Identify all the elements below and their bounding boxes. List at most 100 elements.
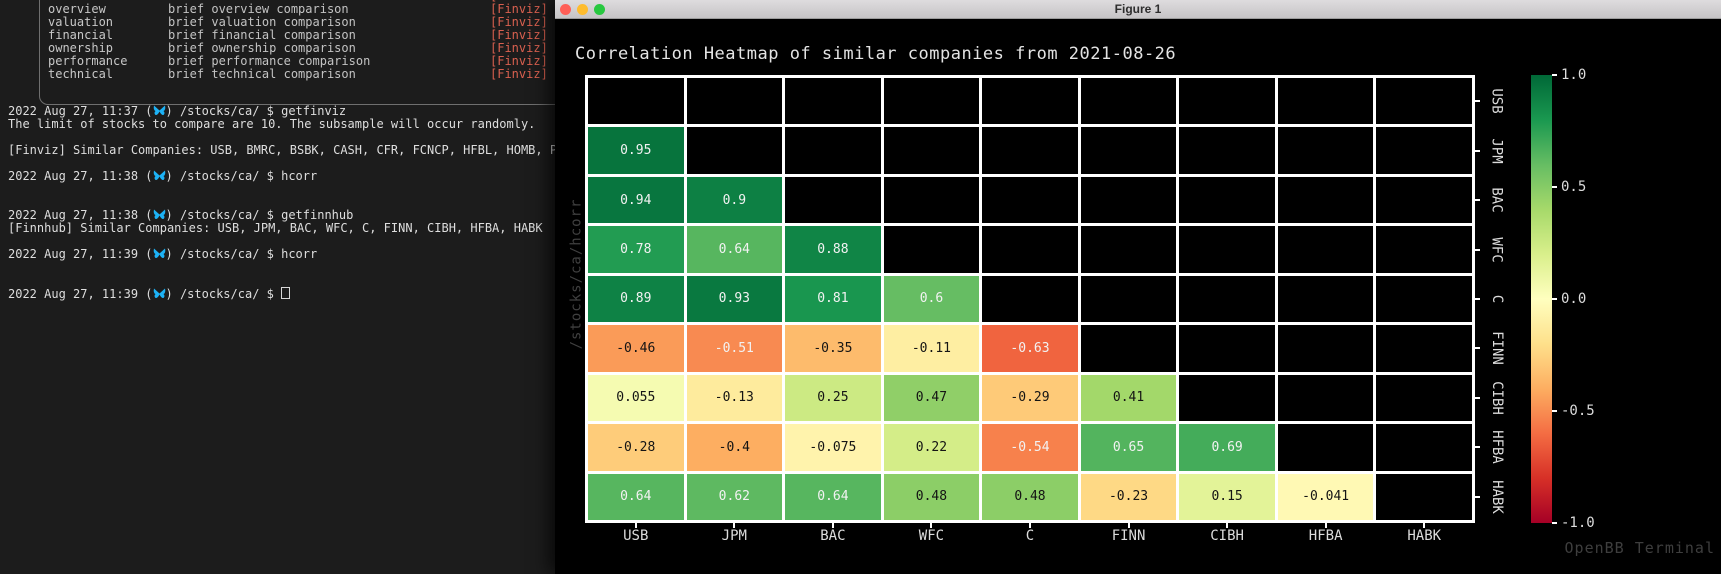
heatmap-cell: 0.69 <box>1179 424 1275 471</box>
y-axis-tick <box>1475 248 1480 251</box>
heatmap-cell: 0.22 <box>883 424 980 471</box>
y-axis-label: USB <box>1484 78 1510 124</box>
y-axis-label: JPM <box>1484 128 1510 174</box>
heatmap-masked-cell <box>1277 176 1374 224</box>
menu-command[interactable]: ownership <box>48 41 114 55</box>
prompt-time: 2022 Aug 27, 11:38 ( <box>8 169 153 183</box>
heatmap-cell: 0.65 <box>1080 424 1177 471</box>
terminal-cursor[interactable] <box>281 287 291 299</box>
heatmap-masked-cell <box>1080 275 1177 323</box>
x-axis-tick <box>831 523 834 528</box>
heatmap-cell: -0.46 <box>588 325 684 372</box>
colorbar-tick <box>1552 74 1557 76</box>
y-axis-tick <box>1475 396 1480 399</box>
watermark-command-path: /stocks/ca/hcorr <box>568 198 585 350</box>
menu-row: valuation brief valuation comparison [Finv… <box>0 16 555 29</box>
heatmap-masked-cell <box>883 176 980 224</box>
y-axis-label-text: HFBA <box>1489 430 1505 465</box>
x-axis-label: BAC <box>820 528 846 544</box>
menu-command[interactable]: technical <box>48 67 114 81</box>
heatmap-cell: 0.9 <box>686 176 783 224</box>
window-title: Figure 1 <box>1114 2 1162 16</box>
watermark-openbb: OpenBB Terminal <box>1564 539 1715 557</box>
openbb-butterfly-icon <box>153 288 165 299</box>
x-axis-tick <box>733 523 736 528</box>
menu-source: [Finviz] <box>490 41 548 55</box>
heatmap-cell: 0.64 <box>588 473 684 520</box>
y-axis-label-text: HABK <box>1489 479 1505 514</box>
y-axis-tick <box>1475 495 1480 498</box>
heatmap-masked-cell <box>1179 127 1275 174</box>
colorbar-tick <box>1552 522 1557 524</box>
heatmap-cell: 0.64 <box>686 226 783 273</box>
close-window-button[interactable] <box>560 4 571 15</box>
zoom-window-button[interactable] <box>594 4 605 15</box>
x-axis-tick <box>634 523 637 528</box>
colorbar-tick <box>1552 410 1557 412</box>
menu-source: [Finviz] <box>490 2 548 16</box>
heatmap-cell: 0.48 <box>982 473 1078 520</box>
x-axis-label: HABK <box>1407 528 1442 544</box>
prompt-line: 2022 Aug 27, 11:37 ( ) /stocks/ca/ $ getf… <box>8 105 555 118</box>
menu-command[interactable]: valuation <box>48 15 114 29</box>
heatmap-cell: 0.62 <box>686 473 783 520</box>
window-titlebar[interactable]: Figure 1 <box>555 0 1721 19</box>
y-axis-tick <box>1475 100 1480 103</box>
heatmap-cell: 0.25 <box>785 374 881 422</box>
blank-line <box>8 274 555 287</box>
heatmap-cell: -0.54 <box>982 424 1078 471</box>
minimize-window-button[interactable] <box>577 4 588 15</box>
y-axis-tick <box>1475 298 1480 300</box>
heatmap-cell: 0.15 <box>1179 473 1275 520</box>
openbb-butterfly-icon <box>153 170 165 181</box>
y-axis-label-text: BAC <box>1488 187 1505 213</box>
colorbar-tick <box>1552 298 1557 300</box>
openbb-butterfly-icon <box>153 248 165 259</box>
heatmap-cell: 0.94 <box>588 176 684 224</box>
output-line: [Finviz] Similar Companies: USB, BMRC, B… <box>8 143 555 157</box>
heatmap-masked-cell <box>982 176 1078 224</box>
menu-command[interactable]: financial <box>48 28 114 42</box>
heatmap-cell: -0.11 <box>883 325 980 372</box>
heatmap-masked-cell <box>1376 374 1472 422</box>
prompt-path-and-command: ) /stocks/ca/ $ <box>165 287 282 301</box>
y-axis-label-text: WFC <box>1488 236 1505 263</box>
openbb-terminal-pane: scorrsentiment correlation[FinBrain]over… <box>0 0 555 574</box>
heatmap-cell: 0.93 <box>686 275 783 323</box>
heatmap-masked-cell <box>1179 78 1275 125</box>
blank-line <box>8 183 555 196</box>
menu-description: brief technical comparison <box>168 67 356 81</box>
x-axis-tick <box>1324 523 1327 528</box>
heatmap-masked-cell <box>1277 78 1374 125</box>
x-axis-label: JPM <box>721 528 747 544</box>
heatmap-cell: 0.6 <box>883 275 980 323</box>
heatmap-cell: -0.041 <box>1277 473 1374 520</box>
menu-command[interactable]: scorr <box>48 0 84 3</box>
colorbar-tick-label: -1.0 <box>1561 515 1595 531</box>
menu-command[interactable]: overview <box>48 2 106 16</box>
terminal-lines[interactable]: 2022 Aug 27, 11:37 ( ) /stocks/ca/ $ getf… <box>8 105 555 301</box>
y-axis-tick <box>1475 446 1480 449</box>
heatmap-masked-cell <box>1376 325 1472 372</box>
heatmap-masked-cell <box>883 78 980 125</box>
menu-row: ownership brief ownership comparison [Finv… <box>0 42 555 55</box>
y-axis-label: C <box>1484 276 1510 322</box>
colorbar-tick-label: 0.0 <box>1561 291 1587 307</box>
x-axis-label: FINN <box>1111 528 1146 544</box>
colorbar-tick-label: -0.5 <box>1561 403 1595 419</box>
heatmap-cell: 0.48 <box>883 473 980 520</box>
openbb-butterfly-icon <box>153 105 165 116</box>
heatmap-cell: -0.075 <box>785 424 881 471</box>
heatmap-masked-cell <box>785 127 881 174</box>
heatmap-masked-cell <box>1179 325 1275 372</box>
prompt-time: 2022 Aug 27, 11:39 ( <box>8 287 153 301</box>
prompt-path-and-command: ) /stocks/ca/ $ getfinviz <box>165 104 347 118</box>
heatmap-masked-cell <box>1277 127 1374 174</box>
heatmap-masked-cell <box>1376 473 1472 520</box>
heatmap-masked-cell <box>982 78 1078 125</box>
heatmap-masked-cell <box>883 226 980 273</box>
menu-command[interactable]: performance <box>48 54 128 68</box>
heatmap-cell: -0.35 <box>785 325 881 372</box>
prompt-time: 2022 Aug 27, 11:37 ( <box>8 104 153 118</box>
prompt-line: 2022 Aug 27, 11:39 () /stocks/ca/ $ hcor… <box>8 248 555 261</box>
